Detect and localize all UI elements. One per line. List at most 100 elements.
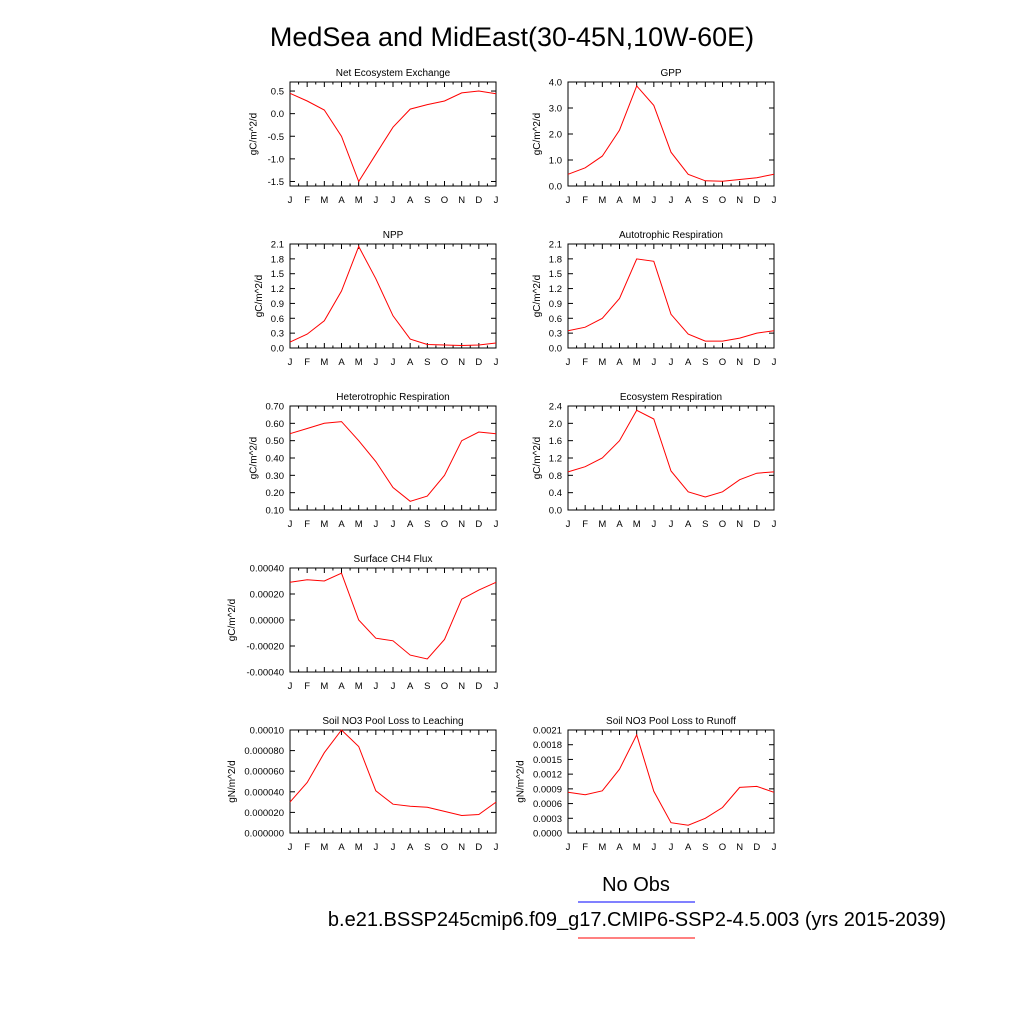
x-tick-label: A <box>407 195 414 206</box>
x-tick-label: J <box>651 195 656 206</box>
x-tick-label: F <box>304 519 310 530</box>
x-tick-label: J <box>391 519 396 530</box>
series-line <box>567 409 775 498</box>
panel-frame <box>567 243 775 349</box>
x-tick-label: O <box>719 519 726 530</box>
y-axis-label: gC/m^2/d <box>532 437 543 480</box>
y-tick-label: 1.0 <box>549 156 562 167</box>
x-tick-label: D <box>753 842 760 853</box>
x-tick-label: A <box>616 357 623 368</box>
y-tick-label: 4.0 <box>549 78 562 89</box>
x-tick-label: J <box>288 681 293 692</box>
x-tick-label: D <box>753 519 760 530</box>
x-tick-label: N <box>736 519 743 530</box>
y-tick-label: 0.000000 <box>244 829 284 840</box>
x-tick-label: J <box>566 519 571 530</box>
x-tick-label: N <box>458 357 465 368</box>
x-tick-label: J <box>373 519 378 530</box>
x-tick-label: S <box>424 195 430 206</box>
x-tick-label: J <box>772 519 777 530</box>
y-tick-label: 0.8 <box>549 471 562 482</box>
panel-title: GPP <box>660 68 681 79</box>
y-tick-label: 0.000020 <box>244 808 284 819</box>
x-tick-label: S <box>424 519 430 530</box>
x-tick-label: J <box>494 195 499 206</box>
y-tick-label: 0.00000 <box>250 616 284 627</box>
legend-obs-label: No Obs <box>602 874 670 896</box>
y-tick-label: 0.10 <box>266 506 285 517</box>
y-tick-label: 0.0 <box>549 182 562 193</box>
y-axis-label: gC/m^2/d <box>532 275 543 318</box>
x-tick-label: O <box>719 357 726 368</box>
y-tick-label: 0.9 <box>549 299 562 310</box>
y-tick-label: 0.5 <box>271 87 284 98</box>
x-tick-label: A <box>338 357 345 368</box>
x-tick-label: S <box>424 842 430 853</box>
y-tick-label: -1.0 <box>268 154 284 165</box>
y-tick-label: 0.20 <box>266 488 285 499</box>
x-tick-label: J <box>373 842 378 853</box>
x-tick-label: J <box>288 195 293 206</box>
series-line <box>567 84 775 182</box>
x-tick-label: D <box>475 681 482 692</box>
x-tick-label: J <box>494 842 499 853</box>
x-tick-label: J <box>288 519 293 530</box>
y-tick-label: 1.2 <box>549 284 562 295</box>
x-tick-label: S <box>702 842 708 853</box>
x-tick-label: N <box>458 519 465 530</box>
panel-frame <box>567 405 775 511</box>
x-tick-label: N <box>736 357 743 368</box>
x-tick-label: M <box>320 842 328 853</box>
x-tick-label: A <box>407 842 414 853</box>
x-tick-label: J <box>669 842 674 853</box>
y-tick-label: 0.000080 <box>244 746 284 757</box>
y-tick-label: 1.5 <box>549 269 562 280</box>
panel-frame <box>289 243 497 349</box>
x-tick-label: A <box>338 842 345 853</box>
panel-title: Net Ecosystem Exchange <box>336 68 451 79</box>
x-tick-label: A <box>616 195 623 206</box>
series-line <box>289 245 497 347</box>
x-tick-label: A <box>685 357 692 368</box>
y-tick-label: 2.4 <box>549 402 562 413</box>
x-tick-label: M <box>633 519 641 530</box>
y-tick-label: 0.0 <box>271 109 284 120</box>
y-tick-label: -0.00040 <box>246 668 284 679</box>
x-tick-label: M <box>355 195 363 206</box>
legend: No Obs b.e21.BSSP245cmip6.f09_g17.CMIP6-… <box>328 874 946 939</box>
panel-title: Ecosystem Respiration <box>620 392 722 403</box>
y-tick-label: 0.6 <box>549 314 562 325</box>
x-tick-label: J <box>494 519 499 530</box>
x-tick-label: N <box>458 681 465 692</box>
x-tick-label: J <box>669 195 674 206</box>
x-tick-label: A <box>407 357 414 368</box>
x-tick-label: N <box>736 195 743 206</box>
x-tick-label: M <box>598 519 606 530</box>
y-axis-label: gN/m^2/d <box>227 760 238 803</box>
x-tick-label: J <box>288 357 293 368</box>
x-tick-label: M <box>355 357 363 368</box>
y-axis-label: gC/m^2/d <box>227 599 238 642</box>
x-tick-label: F <box>304 681 310 692</box>
x-tick-label: A <box>685 519 692 530</box>
y-tick-label: 0.60 <box>266 419 285 430</box>
y-tick-label: 0.0 <box>271 344 284 355</box>
x-tick-label: O <box>719 195 726 206</box>
x-tick-label: A <box>616 842 623 853</box>
y-tick-label: 0.0 <box>549 344 562 355</box>
series-line <box>289 729 497 817</box>
x-tick-label: F <box>304 195 310 206</box>
x-tick-label: F <box>582 357 588 368</box>
y-axis-label: gC/m^2/d <box>254 275 265 318</box>
y-tick-label: 0.0000 <box>533 829 562 840</box>
x-tick-label: M <box>355 519 363 530</box>
y-tick-label: 0.0003 <box>533 814 562 825</box>
y-tick-label: 0.6 <box>271 314 284 325</box>
y-tick-label: 0.40 <box>266 454 285 465</box>
x-tick-label: M <box>320 195 328 206</box>
x-tick-label: A <box>338 681 345 692</box>
y-tick-label: 1.2 <box>271 284 284 295</box>
